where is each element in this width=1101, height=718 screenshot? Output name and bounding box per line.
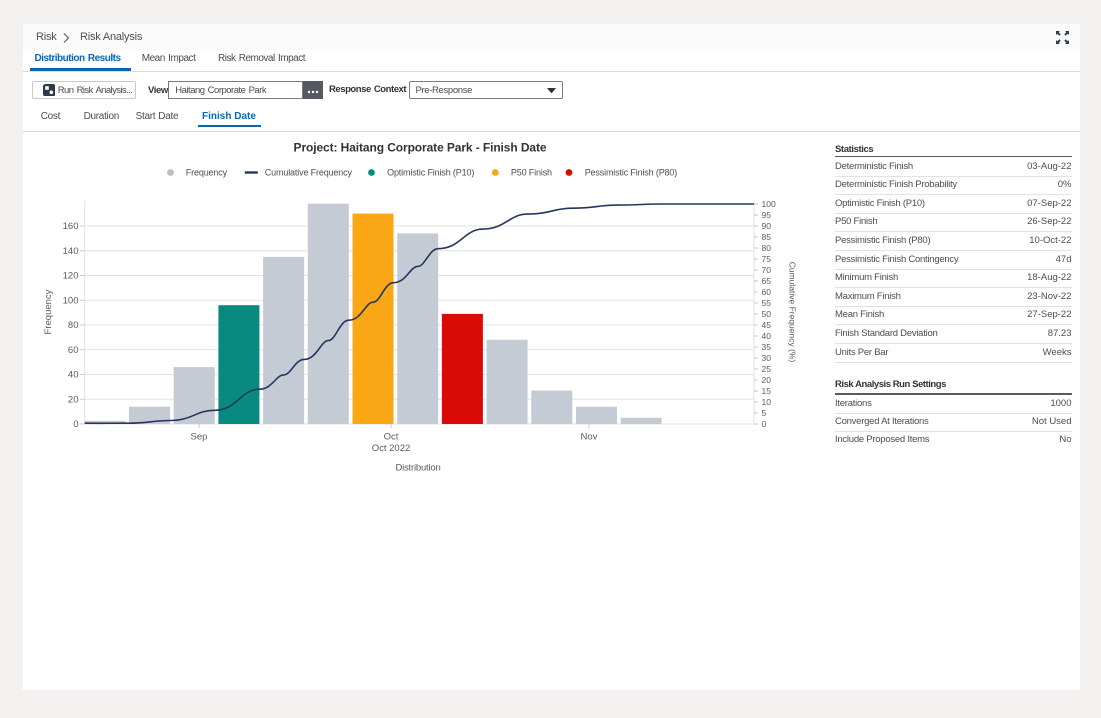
- svg-text:Nov: Nov: [581, 432, 598, 443]
- svg-text:25: 25: [762, 364, 772, 374]
- svg-text:Frequency: Frequency: [186, 168, 228, 178]
- svg-text:140: 140: [63, 246, 79, 257]
- svg-text:Cumulative Frequency (%): Cumulative Frequency (%): [788, 262, 798, 363]
- svg-text:15: 15: [762, 386, 772, 396]
- svg-text:65: 65: [762, 276, 772, 286]
- svg-text:10: 10: [762, 397, 772, 407]
- svg-text:Sep: Sep: [191, 432, 208, 443]
- svg-text:P50 Finish: P50 Finish: [511, 168, 552, 178]
- svg-text:95: 95: [762, 210, 772, 220]
- svg-text:55: 55: [762, 298, 772, 308]
- svg-text:30: 30: [762, 353, 772, 363]
- svg-text:100: 100: [63, 295, 79, 306]
- svg-text:40: 40: [68, 370, 79, 381]
- svg-text:120: 120: [63, 271, 79, 282]
- svg-text:80: 80: [762, 243, 772, 253]
- svg-text:20: 20: [762, 375, 772, 385]
- svg-text:60: 60: [68, 345, 79, 356]
- svg-text:160: 160: [63, 221, 79, 232]
- svg-text:60: 60: [762, 287, 772, 297]
- svg-text:50: 50: [762, 309, 772, 319]
- svg-text:40: 40: [762, 331, 772, 341]
- svg-text:80: 80: [68, 320, 79, 331]
- svg-text:20: 20: [68, 394, 79, 405]
- svg-text:Pessimistic Finish (P80): Pessimistic Finish (P80): [585, 168, 678, 178]
- svg-text:45: 45: [762, 320, 772, 330]
- svg-text:0: 0: [73, 419, 78, 430]
- svg-text:5: 5: [762, 408, 767, 418]
- svg-text:90: 90: [762, 221, 772, 231]
- svg-text:Optimistic Finish (P10): Optimistic Finish (P10): [387, 168, 474, 178]
- svg-text:Cumulative Frequency: Cumulative Frequency: [265, 168, 353, 178]
- svg-text:Frequency: Frequency: [43, 289, 54, 334]
- svg-text:85: 85: [762, 232, 772, 242]
- svg-text:Oct 2022: Oct 2022: [372, 443, 411, 454]
- svg-text:Project: Haitang Corporate Par: Project: Haitang Corporate Park - Finish…: [294, 141, 547, 155]
- svg-text:70: 70: [762, 265, 772, 275]
- svg-text:0: 0: [762, 419, 767, 429]
- svg-text:Distribution: Distribution: [395, 463, 440, 474]
- svg-text:100: 100: [762, 199, 776, 209]
- svg-text:Oct: Oct: [384, 432, 399, 443]
- svg-text:35: 35: [762, 342, 772, 352]
- svg-text:75: 75: [762, 254, 772, 264]
